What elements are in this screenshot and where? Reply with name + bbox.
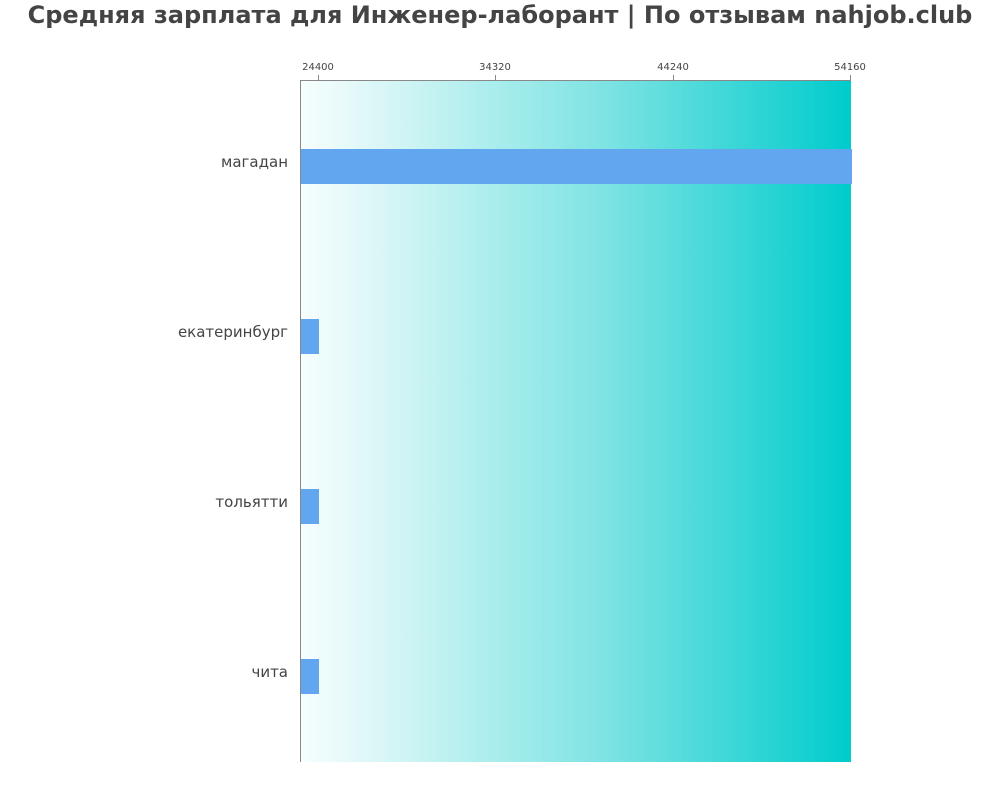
bar-ekaterinburg (301, 318, 319, 354)
x-tick-label: 54160 (834, 62, 866, 73)
bar-magadan (301, 148, 852, 184)
chart-title: Средняя зарплата для Инженер-лаборант | … (27, 1, 973, 29)
x-tick (495, 75, 496, 80)
x-tick (673, 75, 674, 80)
category-label: екатеринбург (177, 323, 288, 341)
y-axis-line (300, 80, 301, 762)
category-label: магадан (221, 153, 288, 171)
category-label: чита (251, 663, 288, 681)
x-tick-label: 24400 (302, 62, 334, 73)
plot-area (300, 80, 851, 762)
x-tick (318, 75, 319, 80)
bar-tolyatti (301, 488, 319, 524)
x-axis-line (300, 80, 851, 81)
x-tick (850, 75, 851, 80)
x-tick-label: 44240 (657, 62, 689, 73)
bar-chita (301, 658, 319, 694)
x-tick-label: 34320 (479, 62, 511, 73)
category-label: тольятти (215, 493, 288, 511)
